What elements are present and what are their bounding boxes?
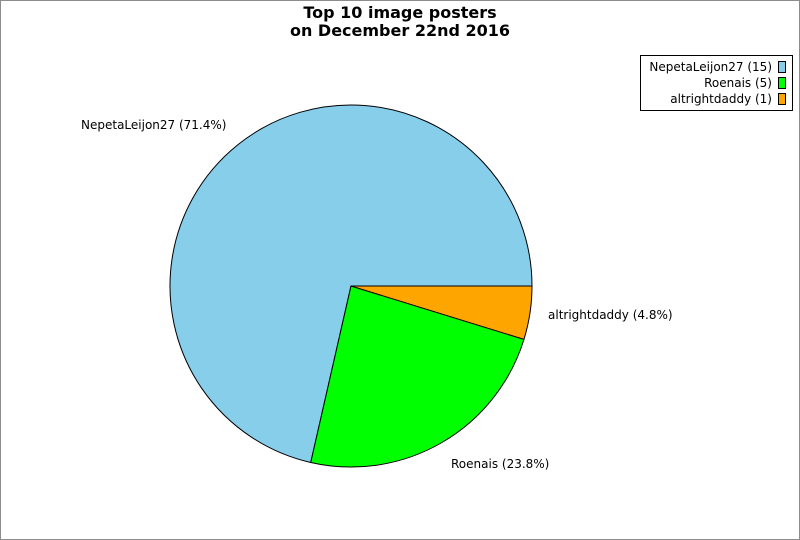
chart-title: Top 10 image posters on December 22nd 20…	[1, 4, 799, 40]
legend-item: NepetaLeijon27 (15)	[649, 59, 786, 75]
legend-item: altrightdaddy (1)	[649, 91, 786, 107]
legend-item: Roenais (5)	[649, 75, 786, 91]
legend-swatch	[778, 61, 786, 73]
pie-slice-roenais	[310, 285, 525, 468]
slice-label: Roenais (23.8%)	[451, 457, 549, 471]
chart-title-line-1: Top 10 image posters	[303, 3, 497, 22]
legend-label: Roenais (5)	[704, 76, 772, 90]
legend-swatch	[778, 77, 786, 89]
legend: NepetaLeijon27 (15) Roenais (5) altright…	[640, 55, 793, 111]
slice-label: NepetaLeijon27 (71.4%)	[81, 118, 226, 132]
legend-label: NepetaLeijon27 (15)	[649, 60, 772, 74]
chart-title-line-2: on December 22nd 2016	[289, 21, 511, 40]
pie-slice-altrightdaddy	[350, 285, 533, 340]
pie-slice-nepetaleijon27	[169, 104, 533, 464]
slice-label: altrightdaddy (4.8%)	[548, 308, 673, 322]
legend-swatch	[778, 93, 786, 105]
legend-label: altrightdaddy (1)	[670, 92, 772, 106]
